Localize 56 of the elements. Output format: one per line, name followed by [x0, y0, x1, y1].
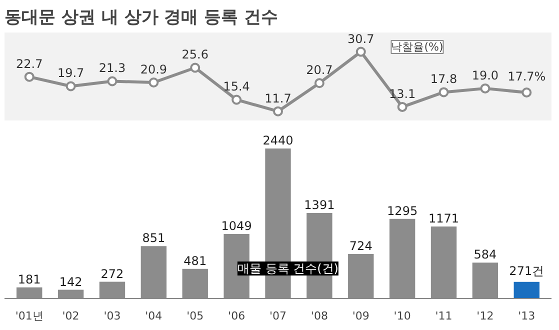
bar [514, 282, 540, 298]
data-label: 17.7% [508, 70, 546, 84]
chart-title: 동대문 상권 내 상가 경매 등록 건수 [4, 8, 278, 28]
x-tick-label: '03 [104, 310, 121, 322]
x-tick-label: '09 [352, 310, 370, 322]
point [24, 72, 34, 82]
x-tick-label: '07 [269, 310, 287, 322]
data-label: 584 [474, 248, 497, 262]
point [190, 62, 200, 73]
series-label: 매물 등록 건수(건) [237, 262, 338, 276]
point [66, 81, 76, 92]
point [397, 102, 408, 112]
point [522, 88, 532, 98]
point [232, 94, 242, 105]
data-label: 851 [142, 231, 166, 246]
data-label: 21.3 [98, 61, 126, 76]
data-label: 142 [59, 274, 82, 289]
data-label: 20.9 [140, 62, 168, 76]
data-label: 13.1 [388, 86, 416, 101]
point [356, 46, 366, 57]
data-label: 271건 [509, 264, 544, 278]
data-label: 22.7 [16, 56, 43, 71]
point [273, 106, 283, 116]
point [314, 78, 324, 88]
point [148, 77, 159, 88]
data-label: 25.6 [182, 48, 208, 62]
x-tick-label: '12 [476, 310, 494, 322]
x-tick-label: '06 [228, 310, 246, 322]
data-label: 2440 [262, 134, 294, 148]
data-label: 19.0 [472, 68, 499, 82]
x-tick-label: '08 [310, 310, 328, 322]
x-tick-label: '11 [435, 310, 452, 322]
data-label: 17.8 [430, 72, 458, 86]
x-tick-label: '04 [145, 310, 162, 322]
data-label: 1049 [221, 219, 252, 234]
data-label: 15.4 [223, 80, 250, 94]
data-label: 30.7 [348, 32, 374, 46]
point [480, 83, 490, 94]
data-label: 1391 [304, 198, 335, 212]
data-label: 1171 [428, 212, 460, 226]
data-label: 181 [18, 272, 41, 286]
x-tick-label: '10 [394, 310, 411, 322]
x-tick-label: '13 [518, 310, 536, 322]
point [107, 76, 118, 86]
data-label: 481 [184, 254, 207, 268]
x-tick-label: '02 [62, 310, 80, 322]
data-label: 11.7 [264, 91, 292, 106]
x-tick-label: '01년 [15, 310, 44, 322]
data-label: 19.7 [57, 66, 84, 80]
data-label: 272 [100, 266, 124, 281]
point [438, 87, 449, 98]
data-label: 20.7 [306, 63, 333, 78]
data-label: 1295 [387, 204, 418, 218]
data-label: 724 [349, 238, 372, 253]
text: 낙찰율(%) [391, 40, 444, 54]
x-tick-label: '05 [186, 310, 204, 322]
